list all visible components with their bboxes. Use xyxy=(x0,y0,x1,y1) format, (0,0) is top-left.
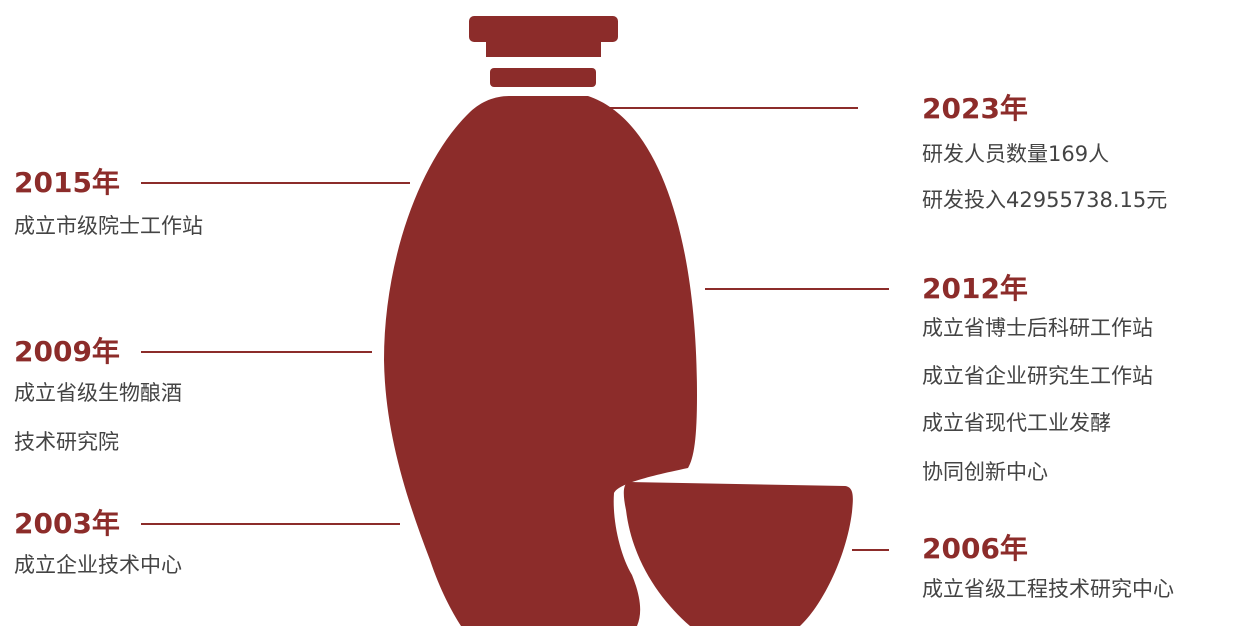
bottle-cap-base xyxy=(486,40,601,57)
event-2006-line-1: 成立省级工程技术研究中心 xyxy=(922,577,1174,601)
year-2003-label: 2003年 xyxy=(14,507,120,540)
connector-line-2023 xyxy=(606,107,858,109)
event-2009-line-2: 技术研究院 xyxy=(14,430,119,454)
event-2009-line-1: 成立省级生物酿酒 xyxy=(14,381,182,405)
bottle-body xyxy=(384,96,697,626)
year-2023-label: 2023年 xyxy=(922,92,1028,125)
year-2012-label: 2012年 xyxy=(922,272,1028,305)
connector-line-2009 xyxy=(141,351,372,353)
year-2006-label: 2006年 xyxy=(922,532,1028,565)
liquor-bottle-icon xyxy=(384,16,697,626)
event-2023-line-1: 研发人员数量169人 xyxy=(922,142,1110,166)
liquor-cup-icon xyxy=(623,482,853,626)
event-2012-line-4: 协同创新中心 xyxy=(922,460,1048,484)
year-2009-label: 2009年 xyxy=(14,335,120,368)
event-2012-line-2: 成立省企业研究生工作站 xyxy=(922,364,1153,388)
event-2012-line-3: 成立省现代工业发酵 xyxy=(922,411,1111,435)
event-2015-line-1: 成立市级院士工作站 xyxy=(14,214,203,238)
event-2023-line-2: 研发投入42955738.15元 xyxy=(922,188,1168,212)
bottle-cap xyxy=(469,16,618,42)
connector-line-2006 xyxy=(852,549,889,551)
connector-line-2012 xyxy=(705,288,889,290)
year-2015-label: 2015年 xyxy=(14,166,120,199)
event-2003-line-1: 成立企业技术中心 xyxy=(14,553,182,577)
connector-line-2003 xyxy=(141,523,400,525)
bottle-neck-ring xyxy=(490,68,596,87)
cup-body xyxy=(623,482,853,626)
connector-line-2015 xyxy=(141,182,410,184)
event-2012-line-1: 成立省博士后科研工作站 xyxy=(922,316,1153,340)
